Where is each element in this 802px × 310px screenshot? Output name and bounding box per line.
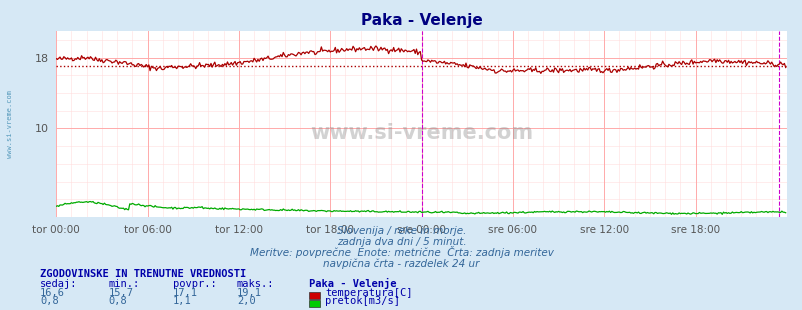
Text: 0,8: 0,8 bbox=[40, 296, 59, 306]
Text: ZGODOVINSKE IN TRENUTNE VREDNOSTI: ZGODOVINSKE IN TRENUTNE VREDNOSTI bbox=[40, 269, 246, 279]
Text: 16,6: 16,6 bbox=[40, 288, 65, 298]
Text: Paka - Velenje: Paka - Velenje bbox=[309, 278, 396, 289]
Bar bbox=[309, 300, 320, 307]
Text: www.si-vreme.com: www.si-vreme.com bbox=[310, 123, 533, 143]
Text: temperatura[C]: temperatura[C] bbox=[325, 288, 412, 298]
Text: Meritve: povprečne  Enote: metrične  Črta: zadnja meritev: Meritve: povprečne Enote: metrične Črta:… bbox=[249, 246, 553, 258]
Text: 0,8: 0,8 bbox=[108, 296, 127, 306]
Text: 15,7: 15,7 bbox=[108, 288, 133, 298]
Text: www.si-vreme.com: www.si-vreme.com bbox=[7, 90, 14, 158]
Text: 17,1: 17,1 bbox=[172, 288, 197, 298]
Text: sedaj:: sedaj: bbox=[40, 279, 78, 289]
Text: 1,1: 1,1 bbox=[172, 296, 191, 306]
Text: 19,1: 19,1 bbox=[237, 288, 261, 298]
Bar bbox=[309, 292, 320, 299]
Text: min.:: min.: bbox=[108, 279, 140, 289]
Text: 2,0: 2,0 bbox=[237, 296, 255, 306]
Text: pretok[m3/s]: pretok[m3/s] bbox=[325, 296, 399, 306]
Title: Paka - Velenje: Paka - Velenje bbox=[360, 13, 482, 29]
Text: Slovenija / reke in morje.: Slovenija / reke in morje. bbox=[336, 226, 466, 236]
Text: povpr.:: povpr.: bbox=[172, 279, 216, 289]
Text: navpična črta - razdelek 24 ur: navpična črta - razdelek 24 ur bbox=[323, 258, 479, 268]
Text: maks.:: maks.: bbox=[237, 279, 274, 289]
Text: zadnja dva dni / 5 minut.: zadnja dva dni / 5 minut. bbox=[336, 237, 466, 247]
